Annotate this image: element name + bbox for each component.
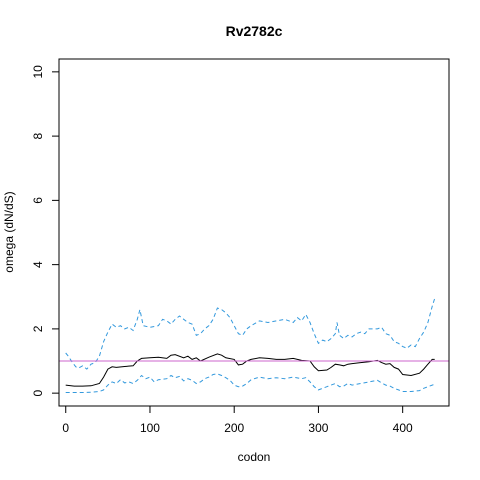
y-axis-label: omega (dN/dS) xyxy=(2,191,16,272)
x-tick-label: 400 xyxy=(393,421,413,435)
y-tick-label: 4 xyxy=(31,261,45,268)
y-tick-label: 0 xyxy=(31,389,45,396)
y-tick-label: 6 xyxy=(31,197,45,204)
y-tick-label: 8 xyxy=(31,132,45,139)
confidence-bound-line-2 xyxy=(65,373,435,393)
omega-estimate-line xyxy=(65,353,435,387)
confidence-bound-line-1 xyxy=(65,298,436,370)
x-tick-label: 200 xyxy=(224,421,244,435)
y-tick-label: 2 xyxy=(31,325,45,332)
x-tick-label: 100 xyxy=(140,421,160,435)
plot-frame xyxy=(58,58,450,407)
chart-title: Rv2782c xyxy=(226,23,283,39)
x-axis-label: codon xyxy=(238,450,271,464)
x-tick-label: 300 xyxy=(308,421,328,435)
y-axis: 0 2 4 6 8 10 xyxy=(31,65,60,396)
x-tick-label: 0 xyxy=(62,421,69,435)
plot-area xyxy=(59,298,449,393)
x-axis: 0 100 200 300 400 xyxy=(62,405,413,435)
y-tick-label: 10 xyxy=(31,65,45,79)
